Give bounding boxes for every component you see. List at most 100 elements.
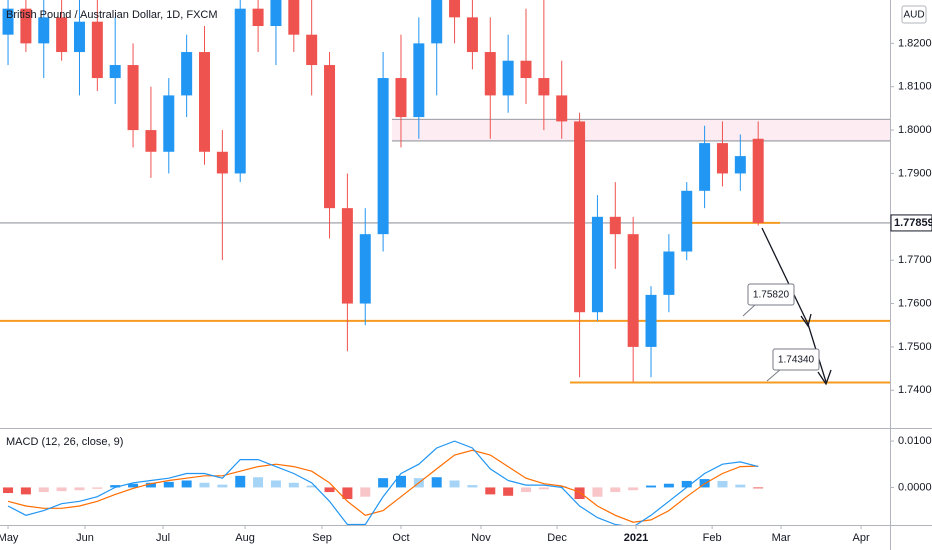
histogram-bar bbox=[199, 482, 210, 488]
macd-line bbox=[7, 440, 759, 525]
histogram-bar bbox=[717, 480, 728, 488]
candle-body bbox=[341, 208, 353, 304]
macd-pane bbox=[3, 440, 764, 525]
price-pane bbox=[0, 0, 890, 384]
candle-body bbox=[306, 34, 318, 66]
candle-body bbox=[181, 52, 193, 96]
candle-body bbox=[2, 8, 14, 35]
candle-body bbox=[466, 17, 478, 53]
y-tick-label: 1.79000 bbox=[898, 167, 932, 179]
histogram-bar bbox=[646, 485, 657, 488]
candle-body bbox=[270, 0, 282, 27]
candle-body bbox=[681, 190, 693, 252]
candle-body bbox=[127, 65, 139, 131]
x-tick-label: 2021 bbox=[624, 532, 648, 544]
histogram-bar bbox=[324, 487, 335, 493]
arrow-head bbox=[800, 313, 812, 328]
macd-title: MACD (12, 26, close, 9) bbox=[6, 436, 123, 448]
histogram-bar bbox=[681, 480, 692, 488]
y-tick-label: 0.00000 bbox=[898, 481, 932, 493]
histogram-bar bbox=[574, 487, 585, 500]
histogram-bar bbox=[503, 487, 514, 496]
histogram-bar bbox=[145, 482, 156, 488]
histogram-bar bbox=[449, 480, 460, 488]
candle-body bbox=[699, 143, 711, 191]
histogram-bar bbox=[378, 478, 389, 488]
candle-body bbox=[413, 43, 425, 118]
histogram-bar bbox=[92, 487, 103, 489]
candle-body bbox=[484, 52, 496, 96]
candle-body bbox=[377, 78, 389, 235]
histogram-bar bbox=[628, 487, 639, 491]
histogram-bar bbox=[520, 487, 531, 493]
candle-body bbox=[645, 294, 657, 347]
y-tick-label: 1.77000 bbox=[898, 254, 932, 266]
candle-body bbox=[627, 234, 639, 347]
currency-box bbox=[901, 5, 927, 24]
histogram-bar bbox=[217, 484, 228, 488]
histogram-bar bbox=[253, 477, 264, 488]
candle-body bbox=[520, 60, 532, 79]
histogram-bar bbox=[538, 487, 549, 490]
histogram-bar bbox=[431, 477, 442, 488]
histogram-bar bbox=[74, 487, 85, 491]
y-tick-label: 1.82000 bbox=[898, 37, 932, 49]
candle-body bbox=[234, 8, 246, 174]
histogram-bar bbox=[56, 487, 67, 492]
candle-body bbox=[109, 65, 121, 79]
candle-body bbox=[609, 216, 621, 235]
x-tick-label: May bbox=[0, 532, 19, 544]
x-tick-label: Mar bbox=[772, 532, 791, 544]
candle-body bbox=[56, 17, 68, 53]
candle-body bbox=[20, 8, 32, 44]
currency: AUD bbox=[903, 10, 924, 21]
last-price-tag bbox=[890, 214, 932, 232]
histogram-bar bbox=[395, 475, 406, 488]
histogram-bar bbox=[20, 487, 31, 495]
candle-body bbox=[73, 21, 85, 53]
candle-body bbox=[216, 151, 228, 174]
callout-pointer bbox=[742, 303, 757, 317]
x-tick-label: Nov bbox=[471, 532, 491, 544]
candle-body bbox=[734, 156, 746, 174]
candle-body bbox=[38, 17, 50, 44]
chart-title: British Pound / Australian Dollar, 1D, F… bbox=[6, 9, 218, 21]
candle-body bbox=[288, 0, 300, 35]
histogram-bar bbox=[306, 485, 317, 488]
callout-pointer bbox=[766, 368, 782, 382]
histogram-bar bbox=[3, 487, 14, 493]
histogram-bar bbox=[163, 481, 174, 488]
candle-body bbox=[449, 0, 461, 18]
last-price-label: 1.77859 bbox=[894, 217, 932, 229]
y-tick-label: 1.81000 bbox=[898, 81, 932, 93]
candle-body bbox=[538, 78, 550, 96]
candle-body bbox=[324, 65, 336, 209]
histogram-bar bbox=[360, 487, 371, 497]
candle-body bbox=[502, 60, 514, 96]
candle-body bbox=[716, 143, 728, 174]
histogram-bar bbox=[753, 487, 764, 489]
candle-body bbox=[163, 95, 175, 152]
arrow-head bbox=[817, 369, 832, 386]
histogram-bar bbox=[110, 485, 121, 488]
candle-body bbox=[395, 78, 407, 118]
y-tick-label: 1.75000 bbox=[898, 341, 932, 353]
callout-box bbox=[772, 348, 820, 371]
x-tick-label: Feb bbox=[703, 532, 722, 544]
histogram-bar bbox=[128, 483, 139, 488]
x-tick-label: Aug bbox=[235, 532, 255, 544]
callout-label: 1.74340 bbox=[778, 355, 815, 366]
candle-body bbox=[199, 52, 211, 152]
histogram-bar bbox=[663, 483, 674, 488]
candle-body bbox=[663, 251, 675, 295]
candle-body bbox=[145, 130, 157, 152]
histogram-bar bbox=[467, 485, 478, 488]
candle-body bbox=[431, 0, 443, 44]
callout-label: 1.75820 bbox=[753, 290, 790, 301]
x-tick-label: Oct bbox=[392, 532, 409, 544]
candle-body bbox=[574, 121, 586, 313]
candle-body bbox=[752, 138, 764, 223]
annotations: 1.75820 1.74340 bbox=[742, 227, 832, 386]
